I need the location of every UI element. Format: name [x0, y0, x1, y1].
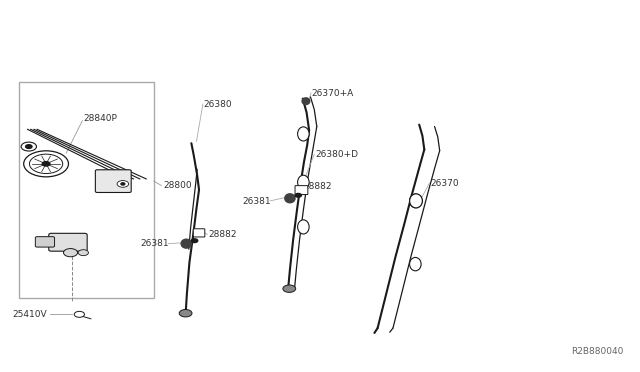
- Ellipse shape: [410, 257, 421, 271]
- Ellipse shape: [298, 175, 309, 189]
- Text: 28882: 28882: [303, 182, 332, 191]
- Text: 26370: 26370: [430, 179, 459, 187]
- FancyBboxPatch shape: [193, 229, 205, 237]
- Text: 26380: 26380: [204, 100, 232, 109]
- Circle shape: [42, 161, 50, 166]
- Ellipse shape: [302, 98, 310, 105]
- Circle shape: [74, 311, 84, 317]
- Circle shape: [26, 145, 32, 148]
- Circle shape: [179, 310, 192, 317]
- Text: 26380+D: 26380+D: [315, 150, 358, 159]
- Text: 28840P: 28840P: [84, 114, 118, 123]
- Circle shape: [295, 193, 301, 197]
- Ellipse shape: [410, 194, 421, 208]
- Circle shape: [283, 285, 296, 292]
- FancyBboxPatch shape: [95, 170, 131, 192]
- Text: 26381: 26381: [242, 197, 271, 206]
- Circle shape: [78, 250, 88, 256]
- Text: 28882: 28882: [208, 230, 237, 239]
- Circle shape: [121, 183, 125, 185]
- Circle shape: [117, 180, 129, 187]
- Circle shape: [24, 151, 68, 177]
- Circle shape: [29, 154, 63, 173]
- Ellipse shape: [298, 220, 309, 234]
- Circle shape: [21, 142, 36, 151]
- Text: 26370+A: 26370+A: [312, 89, 354, 97]
- FancyBboxPatch shape: [49, 233, 87, 251]
- Circle shape: [63, 248, 77, 257]
- FancyBboxPatch shape: [295, 186, 308, 195]
- Circle shape: [191, 239, 198, 243]
- Text: 26381: 26381: [140, 239, 169, 248]
- Ellipse shape: [285, 194, 295, 203]
- Ellipse shape: [410, 194, 422, 208]
- FancyBboxPatch shape: [19, 82, 154, 298]
- FancyBboxPatch shape: [35, 237, 54, 247]
- Text: 25410V: 25410V: [13, 310, 47, 319]
- Ellipse shape: [298, 127, 309, 141]
- Text: 28800: 28800: [163, 181, 192, 190]
- Text: R2B880040: R2B880040: [572, 347, 624, 356]
- Ellipse shape: [181, 239, 191, 248]
